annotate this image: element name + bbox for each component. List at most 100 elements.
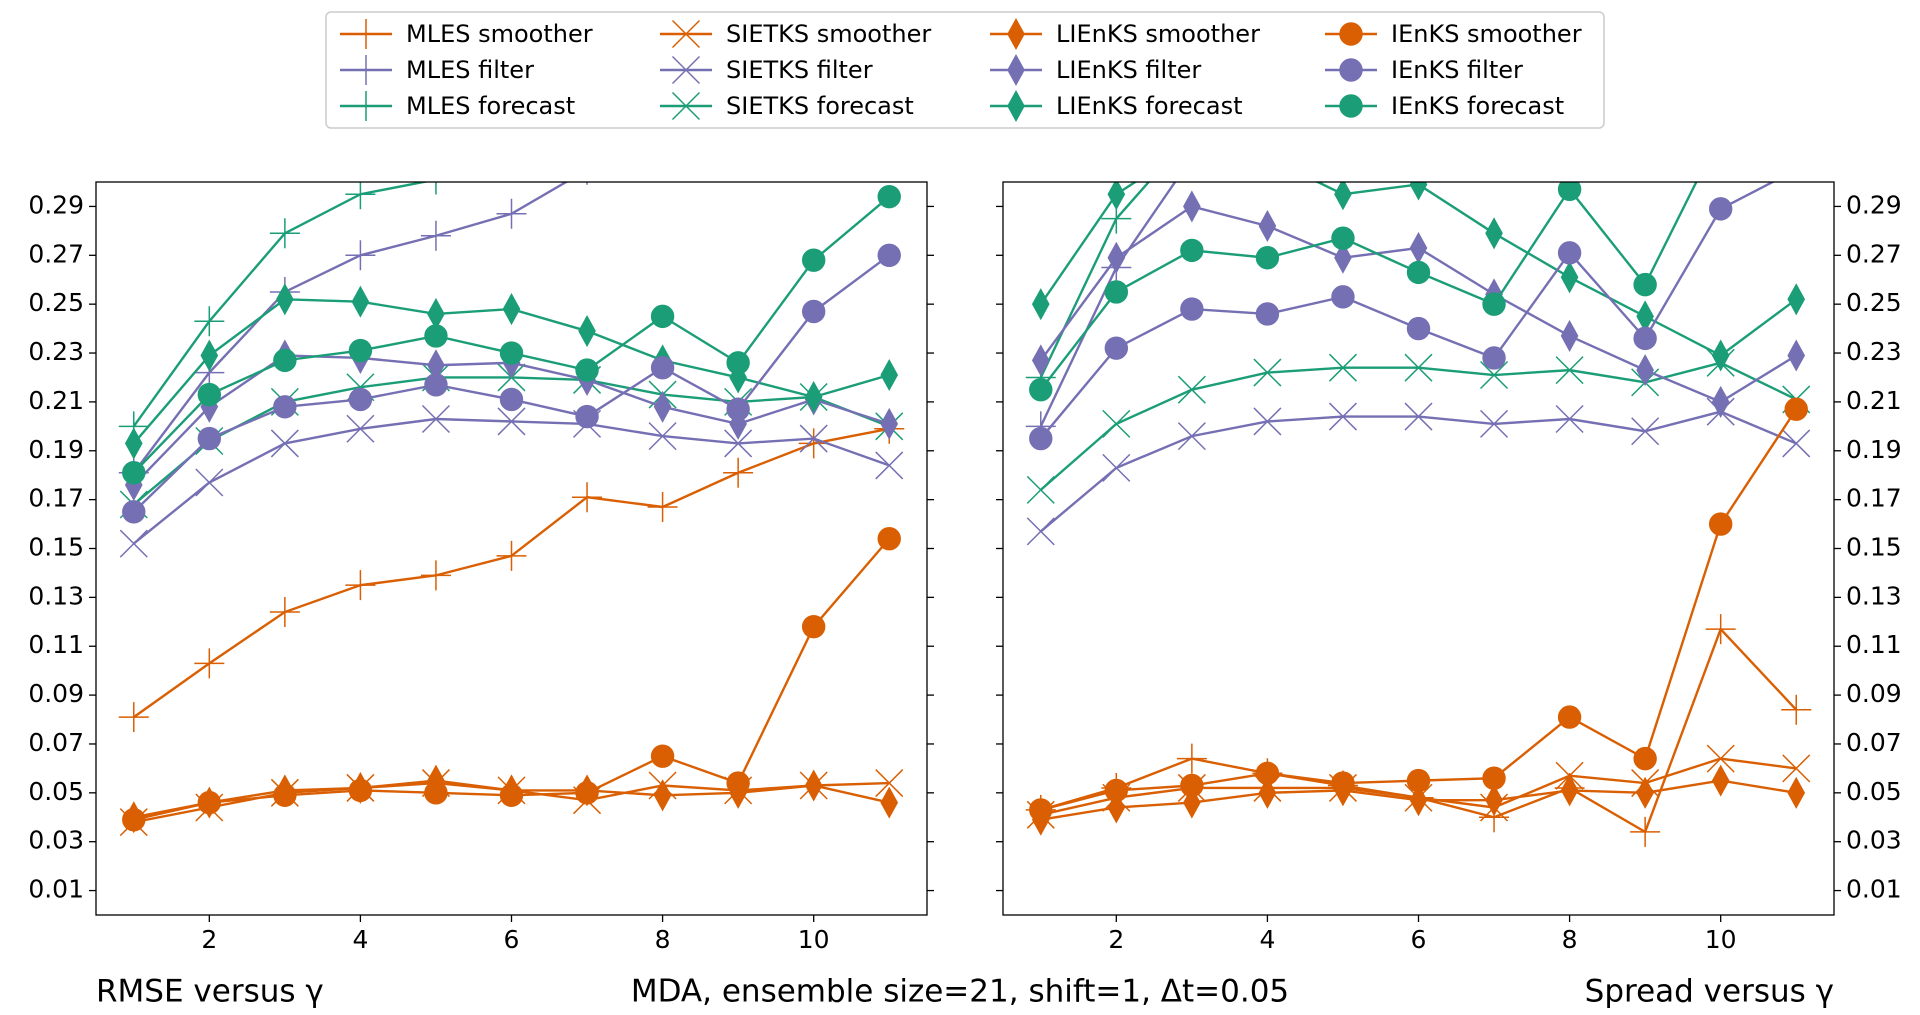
marker (1102, 453, 1131, 482)
marker (1482, 346, 1506, 370)
marker (420, 220, 451, 251)
marker (578, 315, 596, 348)
marker (880, 407, 899, 440)
legend-item: MLES forecast (340, 91, 575, 121)
legend-item: SIETKS forecast (660, 91, 914, 121)
x-tick-label: 6 (504, 925, 520, 954)
marker (1711, 385, 1730, 418)
marker (1409, 231, 1428, 265)
marker (1339, 22, 1363, 46)
y-tick-label: 0.01 (1846, 875, 1902, 904)
marker (497, 407, 526, 436)
marker (345, 182, 376, 210)
marker (1406, 316, 1431, 341)
marker (1029, 426, 1053, 451)
marker (496, 198, 527, 229)
marker (200, 339, 219, 372)
series-line (1039, 361, 1797, 491)
x-tick-label: 6 (1411, 925, 1427, 954)
y-tick-label: 0.09 (1846, 679, 1902, 708)
series-line (1040, 408, 1798, 812)
marker (273, 395, 297, 419)
x-tick-label: 10 (798, 925, 830, 954)
y-tick-label: 0.29 (28, 190, 84, 219)
legend-label: MLES smoother (406, 20, 593, 48)
marker (1104, 336, 1129, 360)
legend-label: MLES filter (406, 56, 534, 84)
marker (197, 426, 222, 451)
y-tick-label: 0.25 (1846, 288, 1902, 317)
legend-item: LIEnKS forecast (990, 89, 1242, 123)
marker (653, 779, 672, 812)
marker (345, 240, 376, 271)
marker (1180, 773, 1204, 798)
legend-label: IEnKS smoother (1391, 20, 1582, 48)
marker (648, 422, 677, 451)
legend-label: LIEnKS filter (1056, 56, 1201, 84)
marker (801, 299, 826, 324)
marker (1331, 771, 1355, 795)
legend-label: LIEnKS smoother (1056, 20, 1260, 48)
marker (118, 702, 149, 733)
marker (1031, 288, 1050, 321)
plot-frame (95, 181, 928, 916)
marker (1029, 798, 1053, 822)
marker (1007, 53, 1025, 87)
x-tick-label: 4 (1259, 925, 1275, 954)
legend-box (325, 11, 1605, 129)
marker (1555, 404, 1584, 434)
marker (1255, 761, 1280, 785)
marker (1480, 409, 1509, 438)
marker (1705, 614, 1736, 645)
marker (122, 500, 146, 524)
y-tick-label: 0.17 (1846, 484, 1902, 513)
marker (122, 461, 146, 485)
marker (1630, 816, 1661, 847)
marker (497, 143, 527, 173)
marker (1026, 475, 1055, 504)
y-tick-label: 0.27 (1846, 239, 1902, 268)
marker (1633, 272, 1657, 297)
y-tick-label: 0.11 (1846, 630, 1902, 659)
marker (1557, 241, 1582, 265)
marker (124, 427, 143, 460)
marker (1328, 402, 1357, 431)
marker (1007, 17, 1025, 51)
x-axis-label: Spread versus γ (1585, 974, 1834, 1010)
marker (1102, 409, 1131, 438)
y-tick-label: 0.13 (1846, 581, 1902, 610)
y-tick-label: 0.07 (1846, 728, 1902, 757)
y-tick-label: 0.17 (28, 484, 84, 513)
marker (1180, 238, 1204, 263)
marker (1706, 0, 1736, 2)
marker (724, 429, 753, 458)
y-tick-label: 0.27 (28, 239, 84, 268)
marker (1331, 285, 1355, 309)
marker (1258, 209, 1277, 243)
marker (1633, 326, 1657, 351)
marker (421, 404, 450, 434)
plot-area (1025, 0, 1812, 847)
marker (1708, 197, 1733, 221)
legend-item: SIETKS smoother (660, 19, 931, 49)
marker (1557, 182, 1582, 202)
marker (877, 184, 901, 209)
marker (572, 482, 603, 513)
marker (194, 306, 225, 337)
marker (726, 351, 750, 375)
y-tick-label: 0.11 (28, 630, 84, 659)
marker (1177, 422, 1206, 451)
marker (1630, 0, 1660, 26)
marker (424, 781, 448, 805)
marker (197, 790, 222, 815)
x-axis-label: RMSE versus γ (96, 974, 324, 1010)
marker (1787, 283, 1806, 316)
y-tick-label: 0.05 (1846, 777, 1902, 806)
marker (880, 786, 899, 819)
y-tick-label: 0.15 (28, 533, 84, 562)
y-tick-label: 0.15 (1846, 533, 1902, 562)
marker (1782, 754, 1811, 783)
marker (1560, 261, 1579, 294)
marker (1482, 292, 1506, 316)
x-tick-label: 10 (1705, 925, 1737, 954)
